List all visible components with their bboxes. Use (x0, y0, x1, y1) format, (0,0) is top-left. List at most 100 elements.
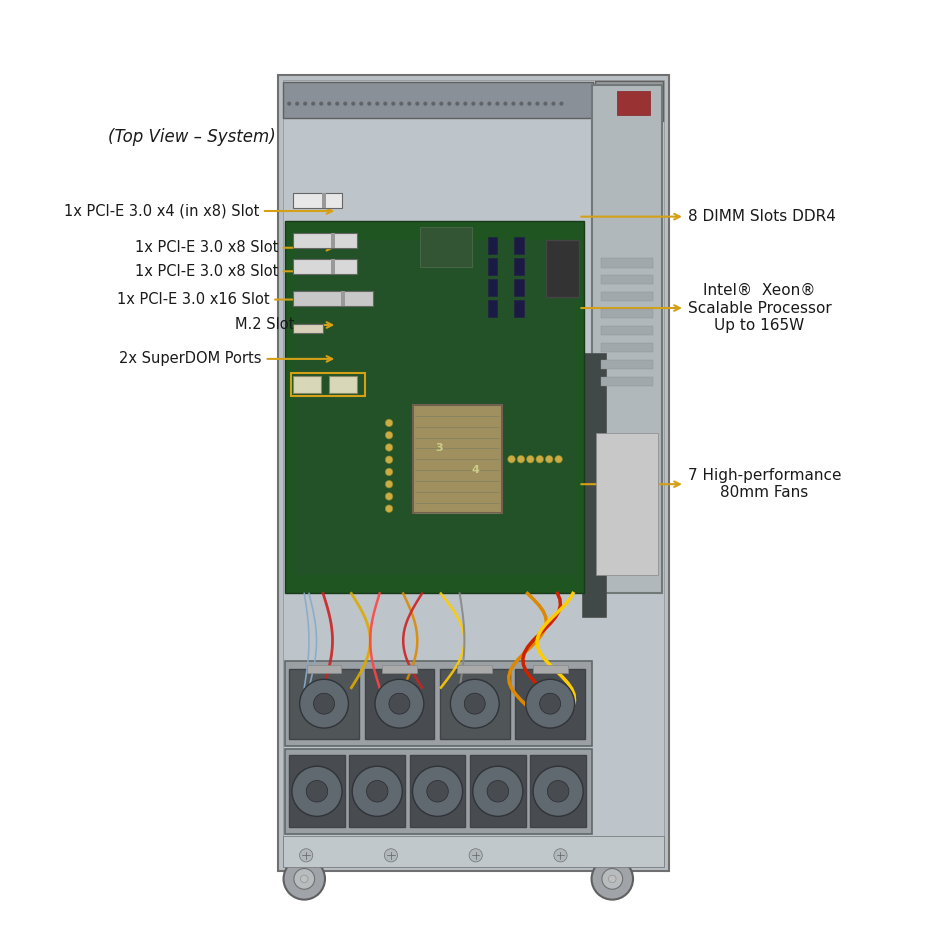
FancyBboxPatch shape (349, 755, 405, 827)
Circle shape (385, 444, 393, 451)
FancyBboxPatch shape (601, 275, 653, 284)
Circle shape (300, 875, 308, 883)
Circle shape (284, 858, 325, 900)
FancyBboxPatch shape (322, 193, 326, 208)
FancyBboxPatch shape (382, 665, 416, 673)
Circle shape (294, 869, 315, 889)
FancyBboxPatch shape (488, 279, 497, 296)
Circle shape (287, 102, 291, 106)
FancyBboxPatch shape (365, 669, 434, 739)
FancyBboxPatch shape (283, 836, 664, 867)
FancyBboxPatch shape (332, 233, 335, 248)
Circle shape (463, 102, 467, 106)
Circle shape (535, 102, 540, 106)
Circle shape (366, 781, 388, 802)
Circle shape (327, 102, 332, 106)
Circle shape (487, 781, 509, 802)
Circle shape (554, 849, 567, 862)
FancyBboxPatch shape (592, 85, 662, 593)
Circle shape (385, 468, 393, 476)
FancyBboxPatch shape (293, 233, 357, 248)
FancyBboxPatch shape (307, 665, 341, 673)
Circle shape (383, 102, 387, 106)
FancyBboxPatch shape (283, 82, 593, 118)
Circle shape (540, 693, 560, 714)
Circle shape (311, 102, 316, 106)
Circle shape (547, 781, 569, 802)
Circle shape (385, 431, 393, 439)
FancyBboxPatch shape (341, 291, 345, 306)
Circle shape (359, 102, 364, 106)
FancyBboxPatch shape (289, 755, 345, 827)
Circle shape (423, 102, 428, 106)
Circle shape (512, 102, 515, 106)
Text: 2x SuperDOM Ports: 2x SuperDOM Ports (120, 351, 262, 366)
Circle shape (303, 102, 307, 106)
Text: (Top View – System): (Top View – System) (108, 127, 276, 146)
FancyBboxPatch shape (601, 377, 653, 386)
FancyBboxPatch shape (293, 259, 357, 274)
Circle shape (555, 455, 562, 463)
Circle shape (384, 849, 398, 862)
FancyBboxPatch shape (532, 665, 567, 673)
FancyBboxPatch shape (488, 258, 497, 275)
FancyBboxPatch shape (515, 669, 585, 739)
Circle shape (533, 766, 583, 817)
FancyBboxPatch shape (285, 661, 592, 746)
Text: 1x PCI-E 3.0 x16 Slot: 1x PCI-E 3.0 x16 Slot (117, 292, 269, 307)
FancyBboxPatch shape (488, 237, 497, 254)
Circle shape (314, 693, 334, 714)
FancyBboxPatch shape (601, 360, 653, 369)
FancyBboxPatch shape (470, 755, 526, 827)
Circle shape (367, 102, 371, 106)
Circle shape (487, 102, 492, 106)
Text: 1x PCI-E 3.0 x8 Slot: 1x PCI-E 3.0 x8 Slot (135, 240, 278, 255)
Circle shape (427, 781, 448, 802)
Circle shape (592, 858, 633, 900)
FancyBboxPatch shape (458, 665, 492, 673)
Circle shape (343, 102, 348, 106)
FancyBboxPatch shape (601, 292, 653, 301)
FancyBboxPatch shape (332, 259, 335, 274)
Circle shape (415, 102, 419, 106)
FancyBboxPatch shape (410, 755, 465, 827)
Circle shape (519, 102, 524, 106)
FancyBboxPatch shape (289, 669, 359, 739)
FancyBboxPatch shape (595, 81, 663, 121)
FancyBboxPatch shape (488, 300, 497, 317)
Circle shape (413, 766, 463, 817)
FancyBboxPatch shape (329, 376, 357, 393)
FancyBboxPatch shape (293, 291, 373, 306)
Circle shape (431, 102, 435, 106)
Text: 1x PCI-E 3.0 x8 Slot: 1x PCI-E 3.0 x8 Slot (135, 264, 278, 279)
Circle shape (439, 102, 444, 106)
FancyBboxPatch shape (601, 309, 653, 318)
Circle shape (351, 102, 355, 106)
Circle shape (517, 455, 525, 463)
Text: 3: 3 (435, 444, 444, 453)
Circle shape (385, 419, 393, 427)
FancyBboxPatch shape (514, 258, 524, 275)
Circle shape (508, 455, 515, 463)
Circle shape (407, 102, 412, 106)
FancyBboxPatch shape (293, 376, 321, 393)
Circle shape (352, 766, 402, 817)
FancyBboxPatch shape (601, 343, 653, 352)
Circle shape (292, 766, 342, 817)
Text: 7 High-performance
80mm Fans: 7 High-performance 80mm Fans (688, 468, 841, 500)
FancyBboxPatch shape (440, 669, 510, 739)
Circle shape (545, 455, 553, 463)
FancyBboxPatch shape (293, 193, 342, 208)
Circle shape (526, 679, 575, 728)
FancyBboxPatch shape (420, 227, 472, 267)
FancyBboxPatch shape (596, 433, 658, 575)
Circle shape (391, 102, 396, 106)
FancyBboxPatch shape (617, 91, 650, 115)
FancyBboxPatch shape (582, 353, 606, 617)
FancyBboxPatch shape (285, 749, 592, 834)
Circle shape (300, 849, 313, 862)
Circle shape (544, 102, 547, 106)
Text: 8 DIMM Slots DDR4: 8 DIMM Slots DDR4 (688, 209, 836, 224)
Circle shape (473, 766, 523, 817)
FancyBboxPatch shape (285, 221, 584, 593)
